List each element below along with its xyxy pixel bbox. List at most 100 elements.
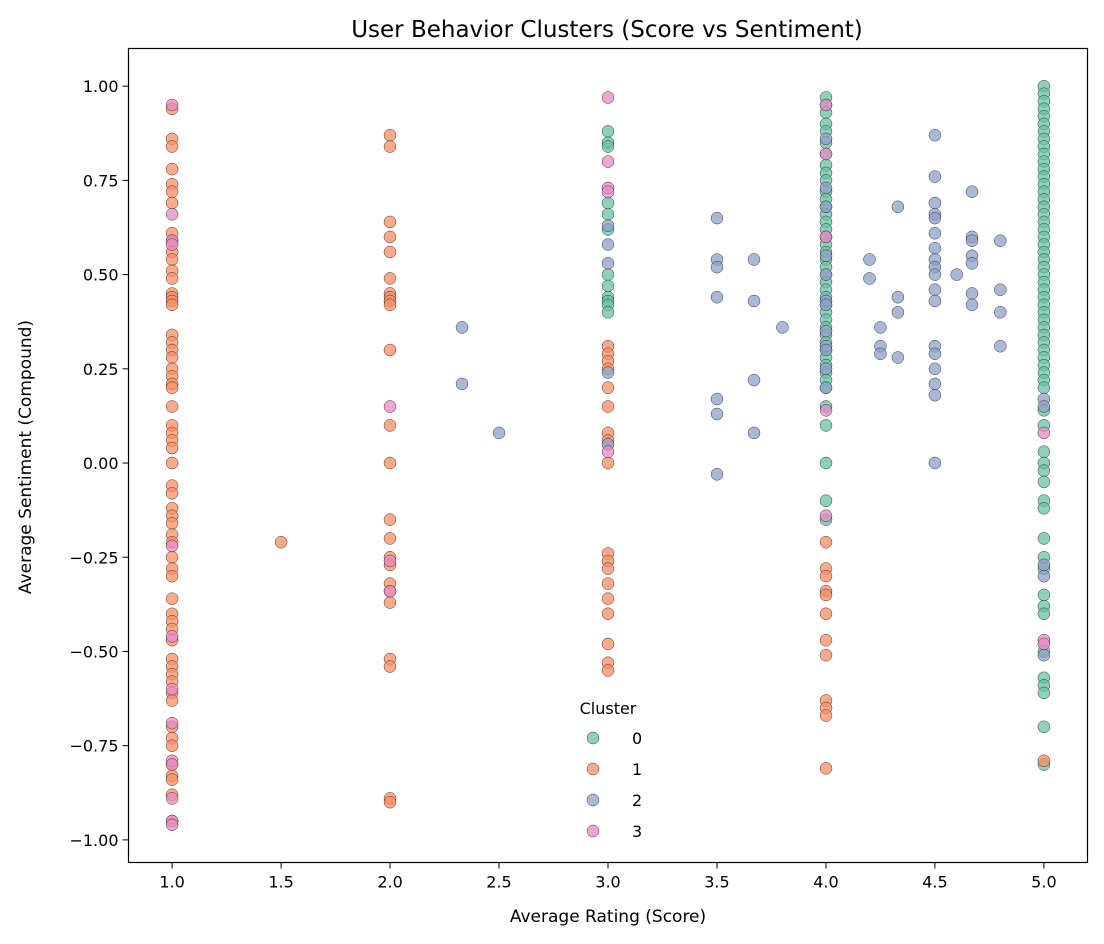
point-cluster-2 bbox=[819, 324, 833, 338]
point-cluster-2 bbox=[710, 392, 724, 406]
point-cluster-1 bbox=[165, 592, 179, 605]
point-cluster-0 bbox=[601, 268, 615, 281]
legend-label-cluster-1: 1 bbox=[632, 760, 642, 779]
y-tick-label: 0.00 bbox=[83, 454, 119, 473]
point-cluster-1 bbox=[165, 486, 179, 500]
point-cluster-2 bbox=[965, 185, 979, 198]
point-cluster-1 bbox=[165, 400, 179, 413]
point-cluster-2 bbox=[863, 272, 876, 285]
point-cluster-0 bbox=[601, 306, 615, 319]
point-cluster-2 bbox=[710, 260, 724, 274]
point-cluster-2 bbox=[455, 321, 469, 334]
point-cluster-3 bbox=[165, 238, 179, 251]
point-cluster-2 bbox=[994, 283, 1007, 296]
y-tick-label: 0.25 bbox=[83, 360, 119, 379]
point-cluster-2 bbox=[994, 339, 1007, 353]
point-cluster-2 bbox=[819, 249, 833, 263]
y-tick-label: −0.50 bbox=[69, 642, 118, 661]
y-tick-label: −0.25 bbox=[69, 548, 118, 567]
point-cluster-2 bbox=[863, 253, 876, 266]
point-cluster-2 bbox=[994, 234, 1007, 247]
legend-marker-cluster-3 bbox=[586, 824, 600, 838]
point-cluster-2 bbox=[928, 388, 942, 402]
point-cluster-1 bbox=[819, 588, 833, 602]
point-cluster-0 bbox=[601, 125, 615, 138]
x-tick-label: 5.0 bbox=[1031, 873, 1056, 892]
point-cluster-2 bbox=[710, 211, 724, 225]
point-cluster-2 bbox=[455, 377, 469, 391]
y-tick-label: 1.00 bbox=[83, 77, 119, 96]
point-cluster-1 bbox=[383, 660, 397, 673]
point-cluster-0 bbox=[1037, 445, 1051, 458]
point-cluster-3 bbox=[165, 539, 179, 553]
x-axis-label: Average Rating (Score) bbox=[510, 907, 706, 927]
point-cluster-1 bbox=[165, 381, 179, 394]
point-cluster-2 bbox=[874, 321, 887, 334]
y-axis-ticks: 1.00 0.75 0.50 0.25 0.00 −0.25 −0.50 −0.75 −1.00 bbox=[69, 77, 129, 850]
point-cluster-1 bbox=[165, 351, 179, 364]
point-cluster-3 bbox=[819, 509, 833, 523]
point-cluster-0 bbox=[1037, 720, 1051, 734]
point-cluster-2 bbox=[965, 298, 979, 312]
point-cluster-2 bbox=[819, 181, 833, 195]
point-cluster-2 bbox=[928, 128, 942, 142]
point-cluster-2 bbox=[819, 343, 833, 357]
point-cluster-2 bbox=[928, 211, 942, 225]
x-tick-label: 3.5 bbox=[704, 873, 729, 892]
point-cluster-2 bbox=[928, 241, 942, 255]
x-axis-ticks: 1.0 1.5 2.0 2.5 3.0 3.5 4.0 4.5 5.0 bbox=[159, 862, 1057, 892]
point-cluster-2 bbox=[819, 298, 833, 312]
point-cluster-2 bbox=[819, 381, 833, 394]
point-cluster-1 bbox=[165, 739, 179, 752]
point-cluster-0 bbox=[1037, 607, 1051, 621]
point-cluster-1 bbox=[383, 532, 397, 545]
point-cluster-0 bbox=[601, 196, 615, 210]
legend-marker-cluster-2 bbox=[586, 793, 600, 807]
x-tick-label: 2.0 bbox=[377, 873, 402, 892]
point-cluster-3 bbox=[165, 758, 179, 771]
point-cluster-3 bbox=[165, 716, 179, 730]
point-cluster-3 bbox=[819, 404, 833, 417]
point-cluster-0 bbox=[1037, 686, 1051, 700]
point-cluster-1 bbox=[165, 569, 179, 583]
point-cluster-1 bbox=[274, 535, 288, 549]
chart-title: User Behavior Clusters (Score vs Sentime… bbox=[351, 17, 863, 43]
points-layer bbox=[165, 79, 1051, 832]
point-cluster-1 bbox=[165, 272, 179, 285]
point-cluster-0 bbox=[1037, 502, 1051, 515]
point-cluster-1 bbox=[165, 162, 179, 176]
point-cluster-3 bbox=[383, 584, 397, 598]
point-cluster-1 bbox=[383, 245, 397, 259]
point-cluster-3 bbox=[1037, 426, 1051, 440]
legend-items: 0 1 2 3 bbox=[586, 729, 642, 841]
point-cluster-2 bbox=[928, 456, 942, 470]
point-cluster-1 bbox=[165, 185, 179, 198]
point-cluster-0 bbox=[1037, 464, 1051, 477]
point-cluster-1 bbox=[165, 253, 179, 266]
point-cluster-1 bbox=[601, 456, 615, 470]
point-cluster-2 bbox=[965, 234, 979, 247]
point-cluster-1 bbox=[165, 196, 179, 210]
legend-label-cluster-0: 0 bbox=[632, 729, 642, 748]
point-cluster-2 bbox=[928, 226, 942, 240]
y-tick-label: 0.75 bbox=[83, 171, 119, 190]
point-cluster-1 bbox=[383, 456, 397, 470]
point-cluster-1 bbox=[1037, 754, 1051, 768]
y-tick-label: 0.50 bbox=[83, 266, 119, 285]
point-cluster-0 bbox=[601, 140, 615, 153]
point-cluster-3 bbox=[819, 98, 833, 112]
point-cluster-1 bbox=[383, 215, 397, 229]
point-cluster-2 bbox=[710, 407, 724, 421]
legend-marker-cluster-0 bbox=[586, 731, 600, 745]
point-cluster-1 bbox=[165, 441, 179, 455]
point-cluster-1 bbox=[383, 596, 397, 609]
legend: Cluster 0 1 2 3 bbox=[580, 699, 643, 841]
point-cluster-2 bbox=[928, 362, 942, 376]
point-cluster-2 bbox=[776, 321, 789, 334]
point-cluster-3 bbox=[601, 91, 615, 104]
legend-label-cluster-3: 3 bbox=[632, 822, 642, 841]
point-cluster-3 bbox=[601, 185, 615, 198]
point-cluster-1 bbox=[819, 762, 833, 775]
